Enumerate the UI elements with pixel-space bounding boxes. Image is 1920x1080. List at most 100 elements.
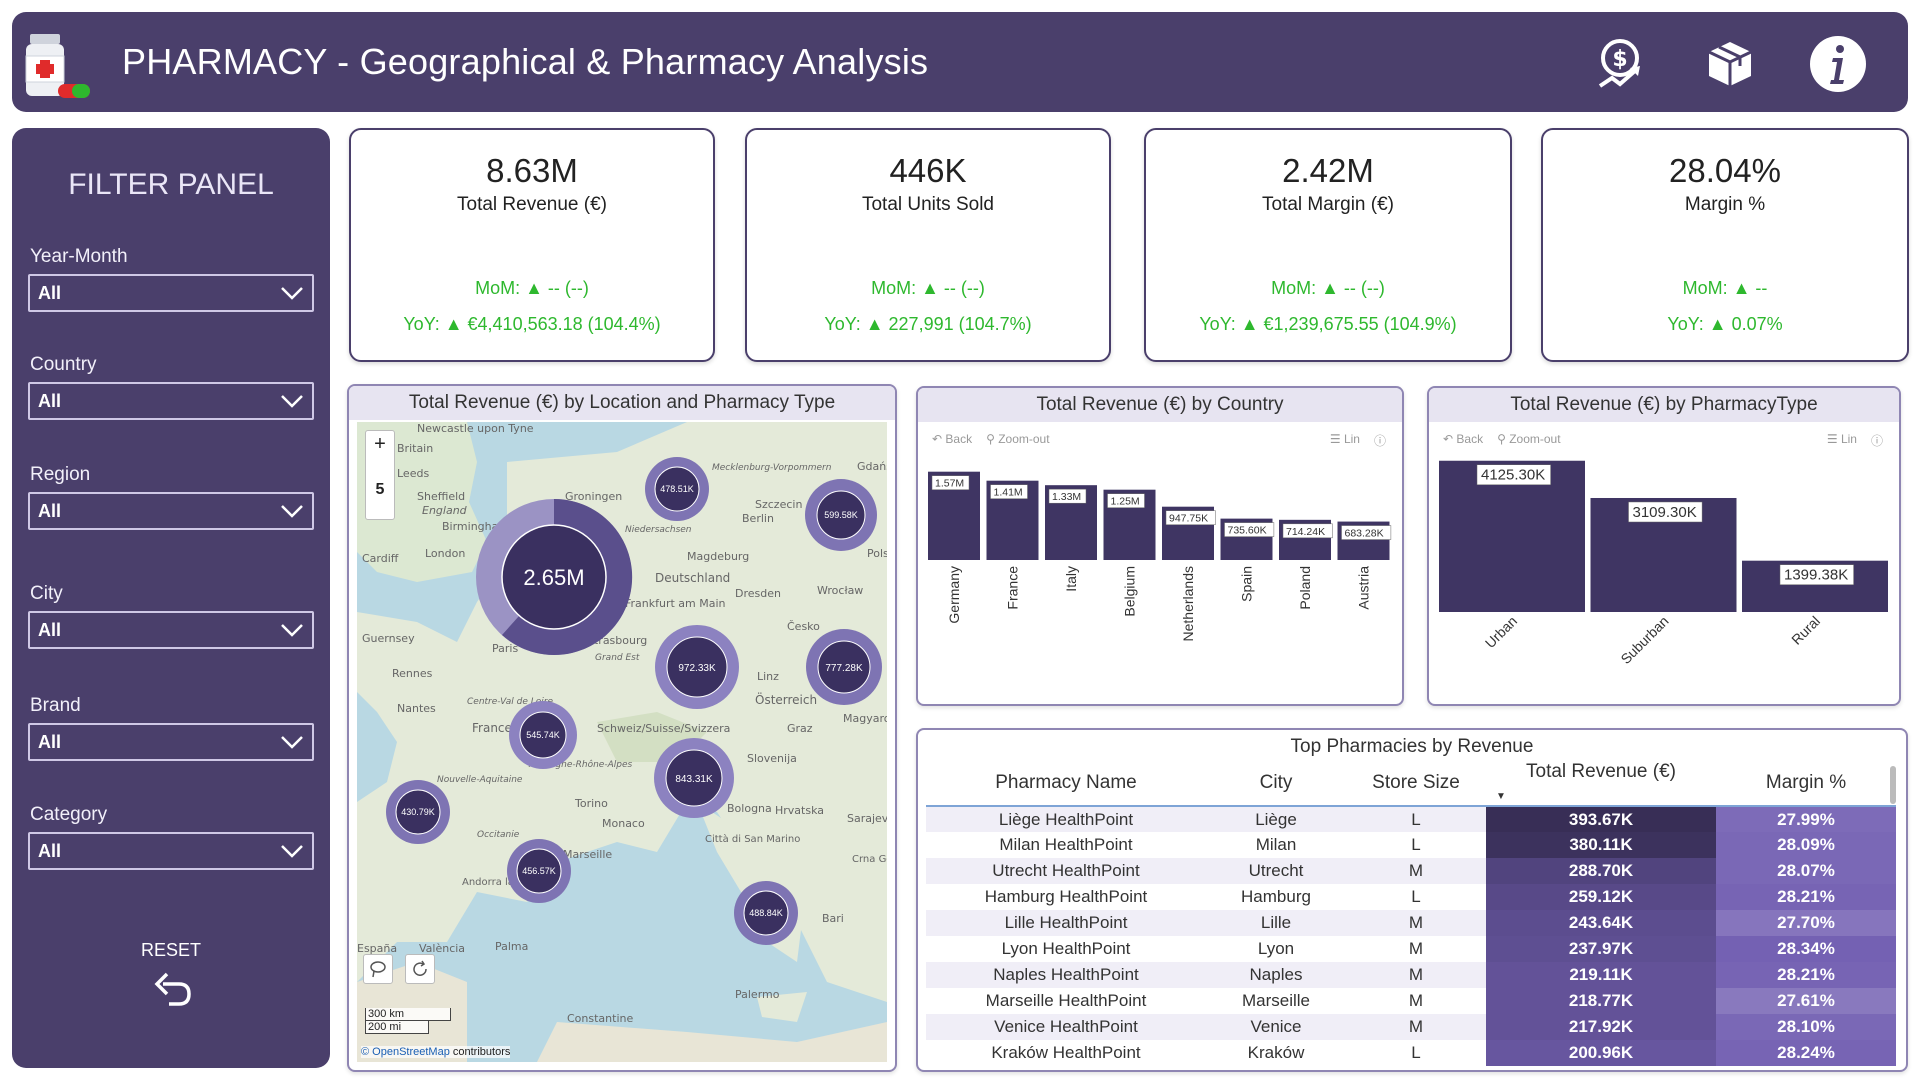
map-place-label: Magdeburg [687, 550, 749, 563]
kpi-mom: MoM: ▲ -- (--) [871, 278, 985, 298]
map-place-label: Occitanie [477, 830, 520, 840]
map-place-label: Bologna [727, 802, 772, 815]
table-row[interactable]: Liège HealthPoint Liège L 393.67K 27.99% [926, 806, 1896, 832]
map-place-label: Britain [397, 442, 433, 455]
data-label-bg [1779, 564, 1854, 585]
map-place-label: Guernsey [362, 632, 415, 645]
kpi-card-total-revenue: 8.63M Total Revenue (€) MoM: ▲ -- (--) Y… [349, 128, 715, 362]
country-dropdown[interactable]: All [28, 382, 314, 420]
bubble-marseille[interactable]: 456.57K [507, 839, 571, 903]
cell-total-revenue: 200.96K [1486, 1040, 1716, 1066]
kpi-value: 8.63M [486, 152, 578, 189]
back-button[interactable]: ↶ Back [932, 432, 973, 446]
kpi-label: Total Revenue (€) [457, 194, 607, 215]
bubble-label: 777.28K [825, 663, 863, 674]
bubble-bordeaux[interactable]: 430.79K [386, 780, 450, 844]
osm-link[interactable]: © OpenStreetMap [361, 1046, 450, 1058]
table-row[interactable]: Lille HealthPoint Lille M 243.64K 27.70% [926, 910, 1896, 936]
help-icon[interactable]: ⓘ [1373, 434, 1386, 448]
cell-margin: 27.61% [1716, 988, 1896, 1014]
table-row[interactable]: Milan HealthPoint Milan L 380.11K 28.09% [926, 832, 1896, 858]
data-label: 683.28K [1345, 528, 1384, 540]
brand-dropdown[interactable]: All [28, 723, 314, 761]
table-row[interactable]: Kraków HealthPoint Kraków L 200.96K 28.24% [926, 1040, 1896, 1066]
bubble-frankfurt[interactable]: 972.33K [655, 625, 739, 709]
category-dropdown[interactable]: All [28, 832, 314, 870]
table-row[interactable]: Utrecht HealthPoint Utrecht M 288.70K 28.07% [926, 858, 1896, 884]
bubble-berlin[interactable]: 599.58K [805, 479, 877, 551]
revenue-map[interactable]: Newcastle upon Tyne Britain Leeds Sheffi… [357, 422, 887, 1062]
region-dropdown[interactable]: All [28, 492, 314, 530]
cell-total-revenue: 217.92K [1486, 1014, 1716, 1040]
col-header-total-revenue[interactable]: Total Revenue (€) ▼ [1486, 760, 1716, 807]
chevron-down-icon [281, 287, 303, 300]
cell-margin: 28.07% [1716, 858, 1896, 884]
cell-store-size: M [1346, 858, 1486, 884]
dropdown-value: All [38, 391, 62, 411]
bubble-naples[interactable]: 488.84K [734, 881, 798, 945]
city-dropdown[interactable]: All [28, 611, 314, 649]
table-row[interactable]: Marseille HealthPoint Marseille M 218.77K 27… [926, 988, 1896, 1014]
col-header-margin[interactable]: Margin % [1716, 760, 1896, 807]
data-label: 1.25M [1111, 496, 1140, 508]
category-tick-label: Italy [1063, 566, 1079, 592]
data-label: 735.60K [1228, 525, 1267, 537]
pharmacy-bottle-icon [12, 12, 102, 112]
table-row[interactable]: Lyon HealthPoint Lyon M 237.97K 28.34% [926, 936, 1896, 962]
cell-pharmacy-name: Lyon HealthPoint [1001, 939, 1131, 958]
map-place-label: Newcastle upon Tyne [417, 422, 534, 435]
cell-margin: 28.21% [1716, 884, 1896, 910]
linear-scale-toggle[interactable]: ☰ Lin [1826, 432, 1857, 446]
map-place-label: Constantine [567, 1012, 633, 1025]
table-row[interactable]: Naples HealthPoint Naples M 219.11K 28.21% [926, 962, 1896, 988]
table-row[interactable]: Hamburg HealthPoint Hamburg L 259.12K 28.21% [926, 884, 1896, 910]
back-label: Back [1456, 432, 1484, 446]
bubble-hamburg[interactable]: 478.51K [645, 457, 709, 521]
map-canvas: Newcastle upon Tyne Britain Leeds Sheffi… [357, 422, 887, 1062]
linear-scale-toggle[interactable]: ☰ Lin [1329, 432, 1360, 446]
bubble-milan[interactable]: 843.31K [654, 738, 734, 818]
col-header-store-size[interactable]: Store Size [1346, 760, 1486, 807]
zoom-out-button[interactable]: ⚲ Zoom-out [1497, 432, 1561, 446]
map-reset-view-button[interactable] [405, 954, 435, 984]
data-label-bg [931, 475, 970, 490]
bubble-paris[interactable]: 2.65M [476, 498, 633, 655]
year-month-dropdown[interactable]: All [28, 274, 314, 312]
filter-label-region: Region [30, 464, 91, 485]
col-header-pharmacy-name[interactable]: Pharmacy Name [926, 760, 1206, 807]
table-row[interactable]: Venice HealthPoint Venice M 217.92K 28.10% [926, 1014, 1896, 1040]
category-tick-label: Netherlands [1180, 566, 1196, 642]
data-label: 1.57M [935, 478, 964, 490]
product-box-icon[interactable] [1700, 34, 1760, 94]
reset-button[interactable] [151, 968, 195, 1012]
cell-total-revenue: 218.77K [1486, 988, 1716, 1014]
cell-total-revenue: 380.11K [1486, 832, 1716, 858]
kpi-value: 2.42M [1282, 152, 1374, 189]
zoom-in-button[interactable]: + [374, 433, 386, 455]
cell-pharmacy-name: Naples HealthPoint [926, 962, 1206, 988]
map-place-label: Grand Est [595, 653, 640, 663]
pharmacytype-bar[interactable] [1439, 460, 1585, 612]
bubble-vienna[interactable]: 777.28K [806, 629, 882, 705]
data-label-bg [1341, 525, 1392, 540]
table-scrollbar[interactable] [1890, 766, 1896, 804]
zoom-out-button[interactable]: ⚲ Zoom-out [986, 432, 1050, 446]
bubble-lyon[interactable]: 545.74K [509, 701, 577, 769]
back-button[interactable]: ↶ Back [1443, 432, 1484, 446]
map-place-label: Monaco [602, 817, 645, 830]
data-label-bg [1165, 510, 1216, 525]
land-africa [537, 1022, 887, 1062]
map-lasso-button[interactable] [363, 954, 393, 984]
map-place-label: Slovenija [747, 752, 797, 765]
chevron-down-icon [281, 624, 303, 637]
zoom-level: 5 [375, 481, 385, 498]
pharmacytype-chart-title: Total Revenue (€) by PharmacyType [1429, 388, 1899, 422]
map-place-label: Linz [757, 670, 779, 683]
col-header-city[interactable]: City [1206, 760, 1346, 807]
info-icon[interactable] [1808, 34, 1868, 94]
cell-total-revenue: 219.11K [1486, 962, 1716, 988]
category-tick-label: Poland [1297, 566, 1313, 610]
data-label-bg [1107, 493, 1145, 508]
help-icon[interactable]: ⓘ [1870, 434, 1883, 448]
finance-icon[interactable]: $ [1592, 34, 1652, 94]
